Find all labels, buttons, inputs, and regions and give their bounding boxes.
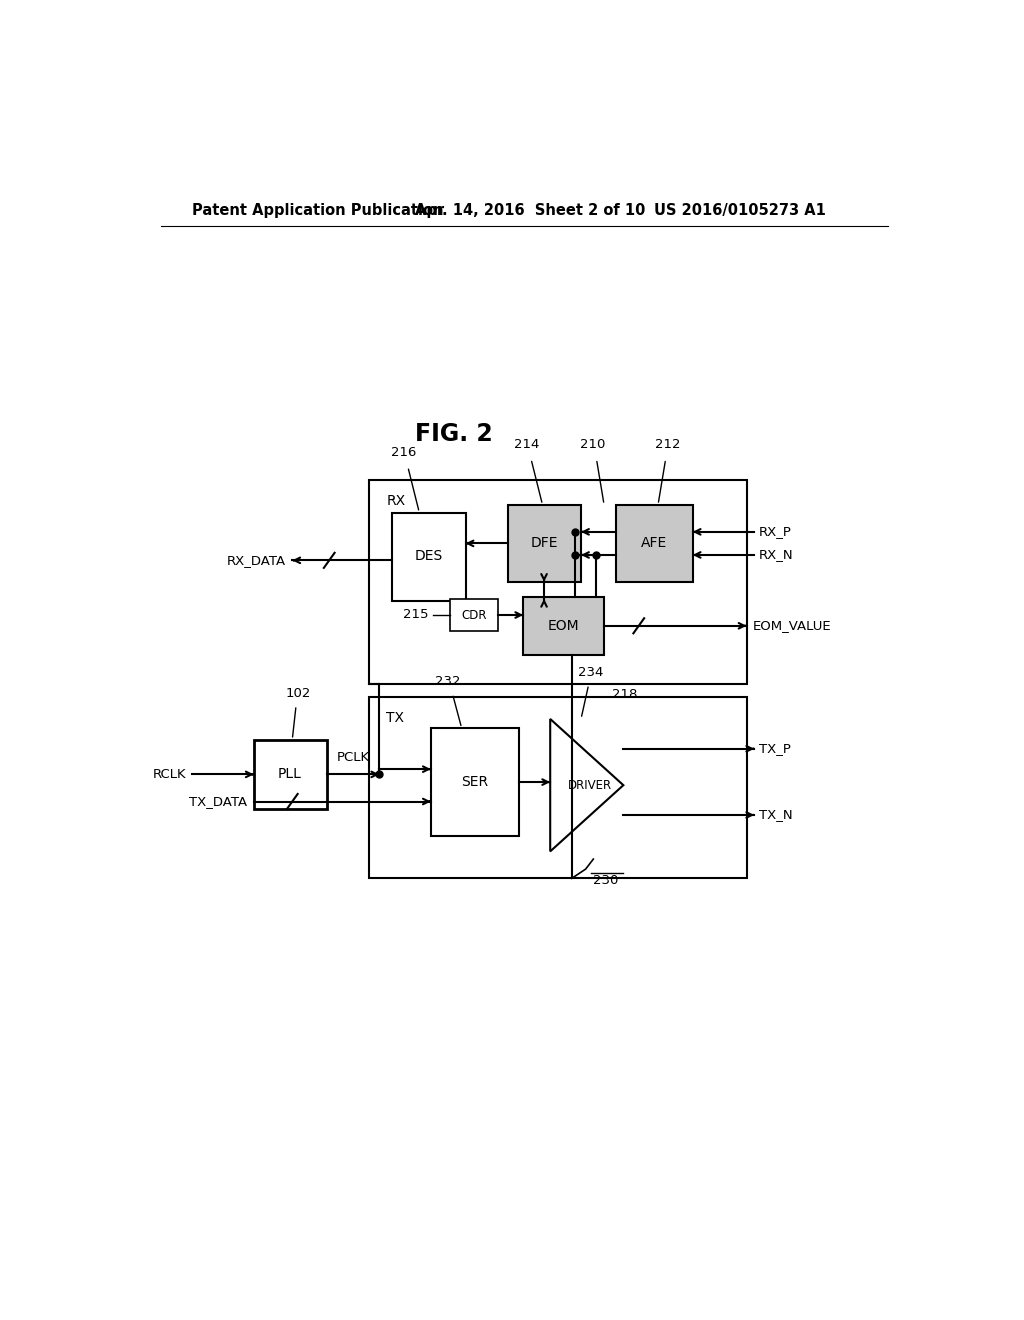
Text: EOM: EOM <box>548 619 580 632</box>
Text: CDR: CDR <box>461 609 486 622</box>
Text: RX: RX <box>386 494 406 508</box>
Text: TX_DATA: TX_DATA <box>189 795 248 808</box>
Text: 102: 102 <box>286 686 311 700</box>
Text: SER: SER <box>461 775 488 789</box>
Text: 215: 215 <box>403 607 429 620</box>
Bar <box>523 597 604 655</box>
Bar <box>392 512 466 601</box>
Bar <box>615 506 692 582</box>
Bar <box>431 729 519 836</box>
Text: DES: DES <box>415 549 442 564</box>
Text: EOM_VALUE: EOM_VALUE <box>753 619 831 632</box>
Text: US 2016/0105273 A1: US 2016/0105273 A1 <box>654 203 826 218</box>
Text: 232: 232 <box>435 675 461 688</box>
Text: FIG. 2: FIG. 2 <box>415 422 493 446</box>
Text: 218: 218 <box>611 688 637 701</box>
Text: AFE: AFE <box>641 536 668 550</box>
Text: DFE: DFE <box>530 536 558 550</box>
Text: TX: TX <box>386 711 404 725</box>
Text: RCLK: RCLK <box>153 768 186 781</box>
Bar <box>254 739 327 809</box>
Text: 212: 212 <box>655 438 681 451</box>
Bar <box>370 480 746 684</box>
Text: RX_P: RX_P <box>759 525 792 539</box>
Bar <box>451 599 498 631</box>
Text: 216: 216 <box>391 446 417 459</box>
Text: RX_N: RX_N <box>759 548 794 561</box>
Text: 230: 230 <box>593 874 617 887</box>
Text: 214: 214 <box>514 438 540 451</box>
Bar <box>370 697 746 878</box>
Text: TX_P: TX_P <box>759 742 791 755</box>
Text: 210: 210 <box>580 438 605 451</box>
Text: PCLK: PCLK <box>337 751 370 763</box>
Text: Apr. 14, 2016  Sheet 2 of 10: Apr. 14, 2016 Sheet 2 of 10 <box>416 203 646 218</box>
Text: DRIVER: DRIVER <box>568 779 612 792</box>
Bar <box>508 506 581 582</box>
Text: TX_N: TX_N <box>759 808 793 821</box>
Text: RX_DATA: RX_DATA <box>227 554 286 566</box>
Text: PLL: PLL <box>278 767 302 781</box>
Polygon shape <box>550 719 624 851</box>
Text: 234: 234 <box>579 665 604 678</box>
Text: Patent Application Publication: Patent Application Publication <box>193 203 443 218</box>
